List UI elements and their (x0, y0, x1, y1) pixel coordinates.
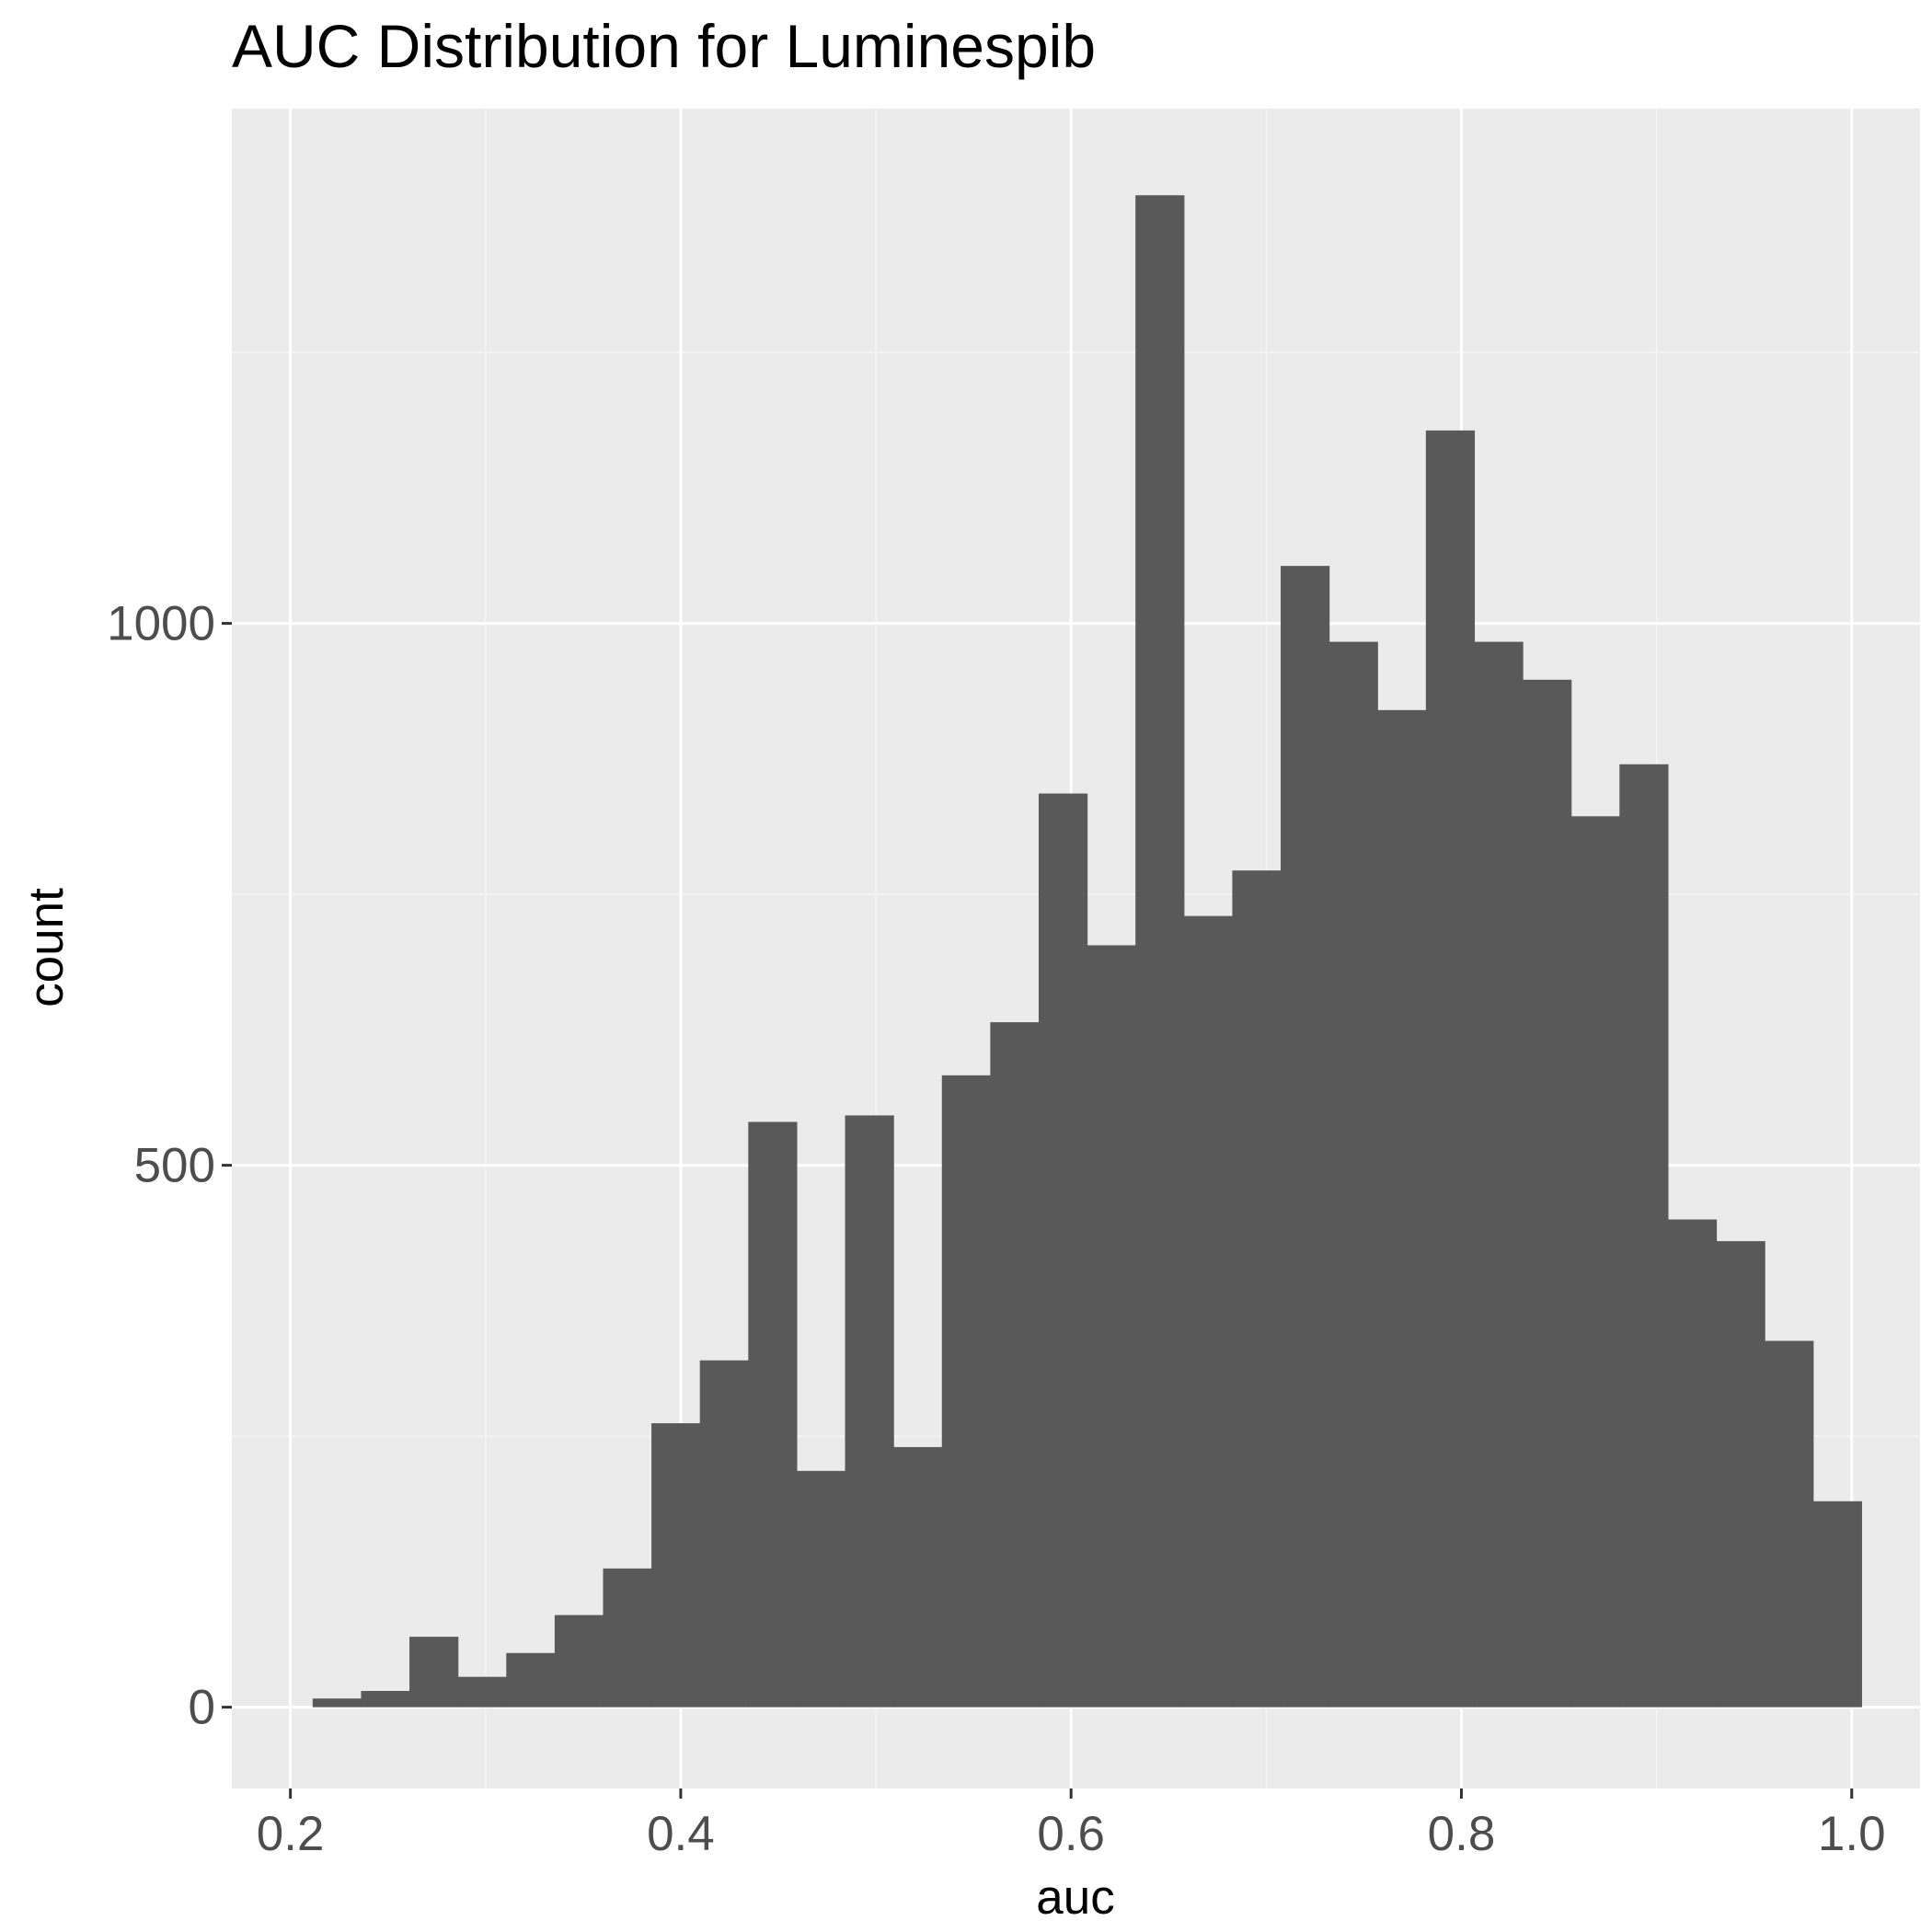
x-tick-label: 0.4 (647, 1807, 715, 1861)
histogram-bar (1667, 1219, 1718, 1708)
histogram-bar (1570, 816, 1620, 1708)
histogram-bar (1281, 566, 1330, 1708)
histogram-bar (506, 1652, 556, 1708)
x-tick-label: 0.8 (1428, 1807, 1496, 1861)
x-axis-title: auc (1036, 1870, 1114, 1925)
y-tick-label: 500 (134, 1139, 215, 1193)
histogram-bar (651, 1422, 701, 1708)
histogram-bar (1183, 915, 1234, 1708)
histogram-bar (1716, 1241, 1765, 1708)
x-tick-label: 0.2 (257, 1807, 325, 1861)
histogram-bar (941, 1075, 991, 1708)
histogram-bars (312, 195, 1862, 1708)
histogram-bar (748, 1121, 798, 1708)
x-axis: 0.2 0.4 0.6 0.8 1.0 (257, 1788, 1886, 1861)
histogram-bar (1619, 764, 1669, 1708)
histogram-bar (457, 1676, 507, 1708)
histogram-bar (1328, 641, 1378, 1708)
chart-title: AUC Distribution for Luminespib (232, 12, 1096, 80)
histogram-bar (699, 1360, 749, 1708)
histogram-bar (845, 1115, 894, 1708)
histogram-bar (312, 1698, 362, 1708)
histogram-bar (1038, 793, 1088, 1708)
histogram-bar (1377, 709, 1427, 1708)
histogram-bar (361, 1690, 410, 1708)
y-axis: 0 500 1000 (107, 597, 232, 1735)
histogram-bar (1812, 1501, 1862, 1708)
histogram-bar (554, 1615, 604, 1708)
histogram-bar (1135, 195, 1185, 1708)
histogram-bar (603, 1568, 652, 1708)
histogram-bar (1232, 870, 1282, 1708)
histogram-bar (1523, 679, 1572, 1708)
y-tick-label: 1000 (107, 597, 215, 651)
histogram-bar (1087, 945, 1136, 1708)
histogram-bar (796, 1470, 846, 1708)
x-tick-label: 1.0 (1818, 1807, 1886, 1861)
x-tick-label: 0.6 (1037, 1807, 1105, 1861)
histogram-bar (409, 1637, 459, 1708)
histogram-bar (990, 1022, 1040, 1708)
histogram-bar (893, 1446, 943, 1708)
y-axis-title: count (19, 888, 74, 1007)
histogram-bar (1765, 1340, 1814, 1708)
histogram-bar (1425, 430, 1476, 1708)
histogram-bar (1474, 641, 1524, 1708)
y-tick-label: 0 (189, 1681, 215, 1735)
